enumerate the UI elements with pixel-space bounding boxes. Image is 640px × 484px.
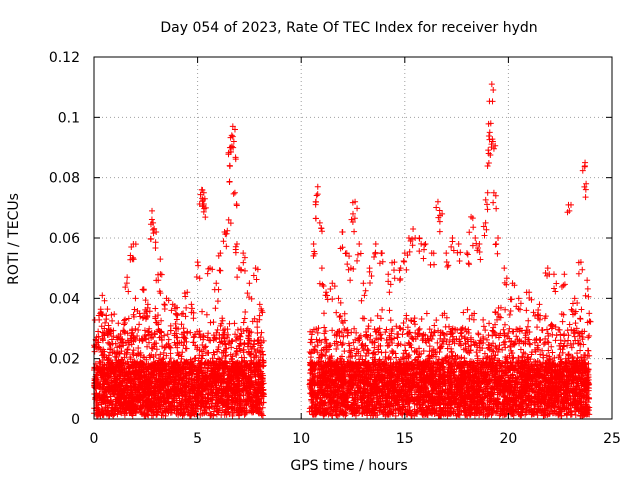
data-point: [212, 305, 218, 311]
data-point: [565, 327, 571, 333]
data-point: [165, 331, 171, 337]
data-point: [572, 334, 578, 340]
data-point: [242, 309, 248, 315]
data-points: [91, 81, 594, 419]
data-point: [125, 346, 131, 352]
data-point: [481, 323, 487, 329]
data-point: [254, 324, 260, 330]
data-point: [149, 330, 155, 336]
data-point: [207, 320, 213, 326]
data-point: [245, 341, 251, 347]
data-point: [315, 330, 321, 336]
data-point: [115, 320, 121, 326]
y-axis-label: ROTI / TECUs: [6, 193, 22, 285]
data-point: [431, 322, 437, 328]
data-point: [368, 317, 374, 323]
data-point: [523, 307, 529, 313]
data-point: [222, 341, 228, 347]
data-point: [173, 312, 179, 318]
data-point: [460, 310, 466, 316]
data-point: [340, 334, 346, 340]
data-point: [254, 330, 260, 336]
data-point: [482, 327, 488, 333]
data-point: [553, 337, 559, 343]
data-point: [157, 351, 163, 357]
data-point: [585, 334, 591, 340]
data-point: [507, 312, 513, 318]
data-point: [241, 319, 247, 325]
data-point: [400, 320, 406, 326]
data-point: [109, 318, 115, 324]
data-point: [189, 305, 195, 311]
data-point: [333, 346, 339, 352]
chart-title: Day 054 of 2023, Rate Of TEC Index for r…: [160, 20, 537, 36]
data-point: [586, 333, 592, 339]
data-point: [459, 354, 465, 360]
x-axis-label: GPS time / hours: [290, 458, 407, 474]
data-point: [155, 312, 161, 318]
data-point: [204, 312, 210, 318]
data-point: [585, 347, 591, 353]
data-point: [210, 319, 216, 325]
data-point: [191, 339, 197, 345]
data-point: [231, 320, 237, 326]
data-point: [104, 306, 110, 312]
data-point: [510, 354, 516, 360]
data-point: [235, 327, 241, 333]
data-point: [199, 309, 205, 315]
data-point: [464, 307, 470, 313]
data-point: [152, 306, 158, 312]
data-point: [215, 327, 221, 333]
data-point: [103, 316, 109, 322]
data-point: [525, 318, 531, 324]
data-point: [111, 311, 117, 317]
data-point: [424, 310, 430, 316]
data-point: [152, 340, 158, 346]
data-point: [242, 316, 248, 322]
data-point: [486, 332, 492, 338]
data-point: [184, 329, 190, 335]
data-point: [108, 312, 114, 318]
